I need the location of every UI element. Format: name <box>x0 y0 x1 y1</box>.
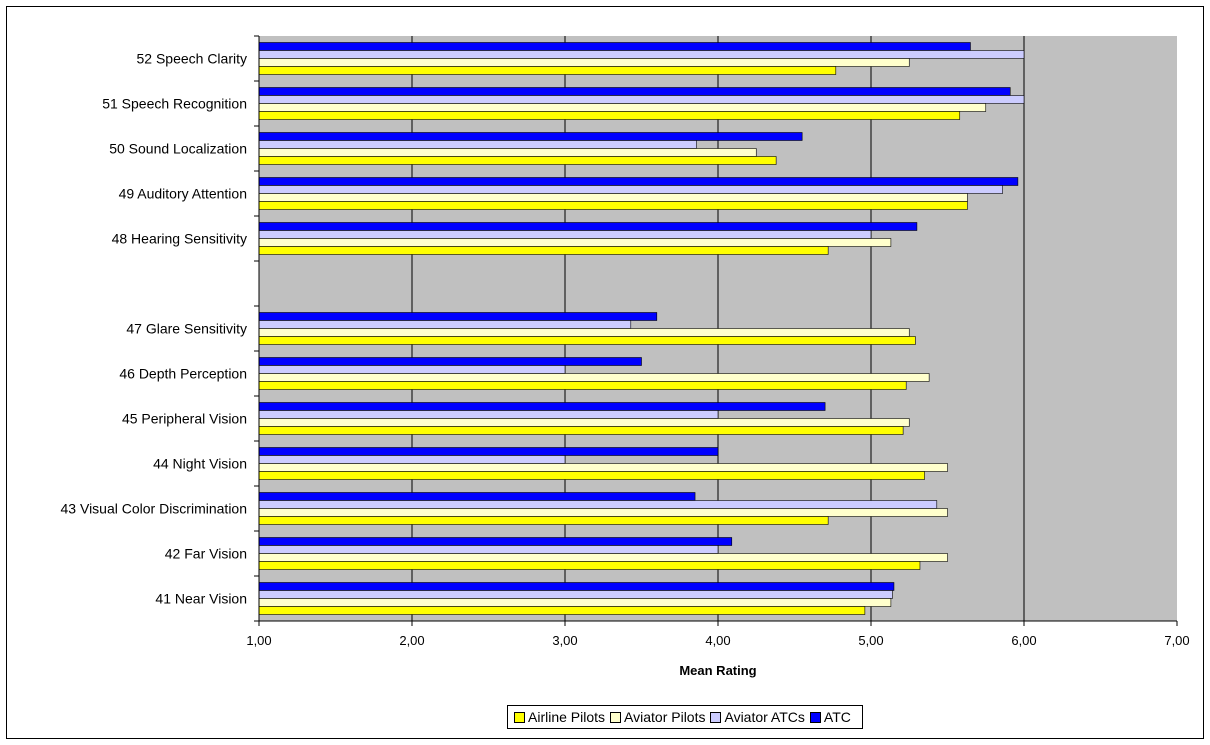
bar <box>258 201 968 210</box>
bar <box>258 545 719 554</box>
category-label: 41 Near Vision <box>155 591 247 607</box>
bar <box>258 508 948 517</box>
bar <box>258 193 968 202</box>
legend-item: Aviator ATCs <box>710 709 805 725</box>
bar <box>258 418 910 427</box>
bar <box>258 42 971 51</box>
legend-swatch <box>610 711 622 723</box>
legend-swatch <box>809 711 821 723</box>
bar <box>258 471 925 480</box>
x-tick-labels: 1,00 2,00 3,00 4,00 5,00 6,00 7,00 <box>246 633 1189 648</box>
x-tick-label: 2,00 <box>399 633 424 648</box>
x-tick-label: 1,00 <box>246 633 271 648</box>
legend-label: Aviator Pilots <box>624 709 706 725</box>
bar <box>258 561 921 570</box>
bar <box>258 246 829 255</box>
legend-swatch <box>710 711 722 723</box>
bar <box>258 500 938 509</box>
bar <box>258 148 757 157</box>
bar <box>258 455 566 464</box>
bar <box>258 381 907 390</box>
bar <box>258 606 866 615</box>
category-labels: 52 Speech Clarity 51 Speech Recognition 50… <box>61 51 247 607</box>
x-axis-title: Mean Rating <box>679 663 756 678</box>
bar <box>258 537 733 546</box>
category-label: 50 Sound Localization <box>109 141 247 157</box>
legend-swatch <box>514 711 525 723</box>
axes <box>254 35 1178 626</box>
category-label: 52 Speech Clarity <box>136 51 247 67</box>
category-label: 47 Glare Sensitivity <box>126 321 247 337</box>
bar <box>258 185 1003 194</box>
legend-label: ATC <box>823 709 851 725</box>
bar <box>258 230 872 239</box>
x-tick-label: 5,00 <box>858 633 883 648</box>
bar <box>258 553 948 562</box>
bar <box>258 336 916 345</box>
bar <box>258 95 1025 104</box>
bar <box>258 357 642 366</box>
bar <box>258 103 987 112</box>
category-label: 42 Far Vision <box>165 546 247 562</box>
bar <box>258 58 910 67</box>
bar <box>258 373 930 382</box>
bar <box>258 463 948 472</box>
legend-label: Aviator ATCs <box>724 709 805 725</box>
legend-item: Aviator Pilots <box>610 709 705 725</box>
bar <box>258 87 1011 96</box>
legend-item: Airline Pilots <box>514 709 605 725</box>
x-tick-label: 3,00 <box>552 633 577 648</box>
bar <box>258 156 777 165</box>
category-label: 43 Visual Color Discrimination <box>61 501 247 517</box>
bar <box>258 66 837 75</box>
x-tick-label: 4,00 <box>705 633 730 648</box>
bar <box>258 140 697 149</box>
category-label: 46 Depth Perception <box>119 366 247 382</box>
bar <box>258 492 696 501</box>
category-label: 51 Speech Recognition <box>102 96 247 112</box>
bar <box>258 402 826 411</box>
bar <box>258 50 1025 59</box>
bar <box>258 590 893 599</box>
bar <box>258 177 1019 186</box>
bar <box>258 222 918 231</box>
bar <box>258 582 895 591</box>
x-tick-label: 7,00 <box>1164 633 1189 648</box>
category-label: 45 Peripheral Vision <box>122 411 247 427</box>
bar <box>258 447 719 456</box>
bar <box>258 132 803 141</box>
bar <box>258 426 904 435</box>
category-label: 49 Auditory Attention <box>119 186 247 202</box>
legend-item: ATC <box>809 709 851 725</box>
bar <box>258 111 961 120</box>
bar <box>258 312 658 321</box>
bar <box>258 238 892 247</box>
bar <box>258 598 892 607</box>
category-label: 48 Hearing Sensitivity <box>112 231 247 247</box>
legend: Airline Pilots Aviator Pilots Aviator ATCs… <box>507 705 863 729</box>
category-label: 44 Night Vision <box>153 456 247 472</box>
bar <box>258 516 829 525</box>
legend-label: Airline Pilots <box>528 709 606 725</box>
bar <box>258 365 566 374</box>
bar <box>258 320 632 329</box>
bar <box>258 410 719 419</box>
x-tick-label: 6,00 <box>1011 633 1036 648</box>
bar <box>258 328 910 337</box>
